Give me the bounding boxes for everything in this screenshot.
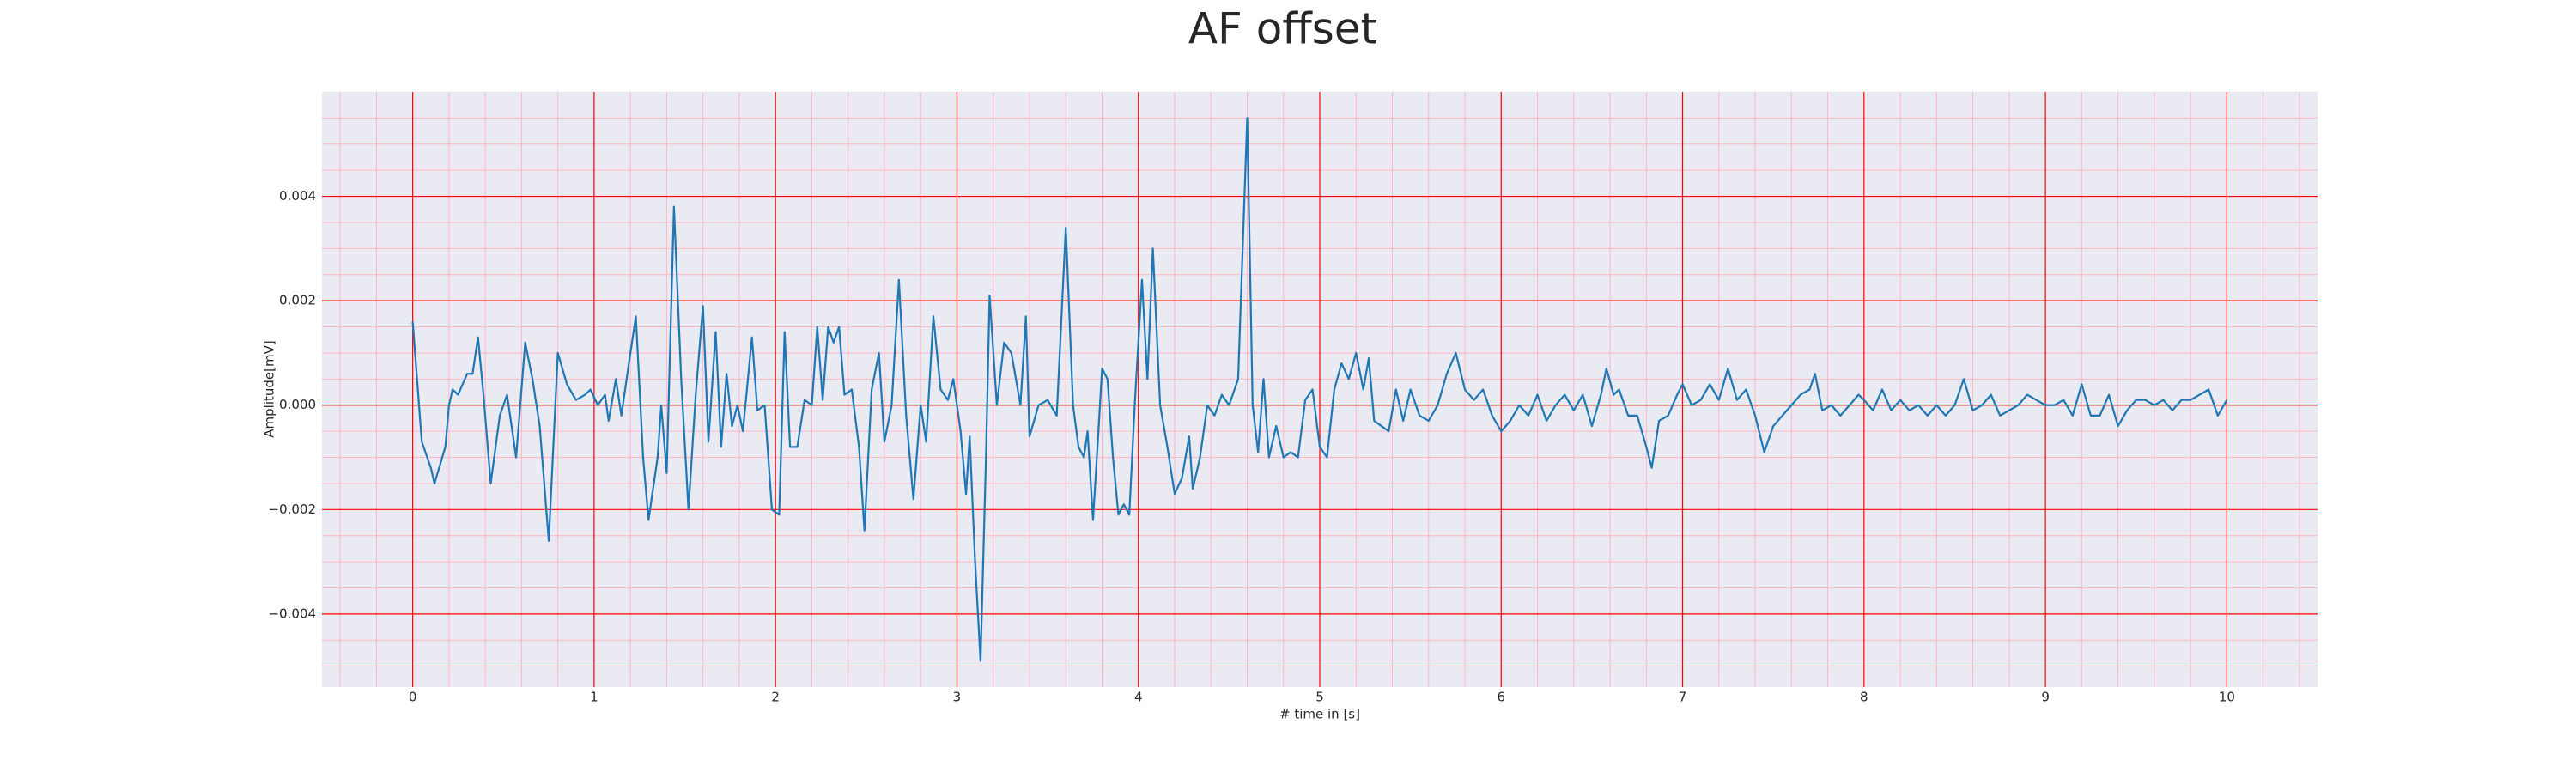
x-tick-label: 3	[953, 690, 962, 705]
x-tick-label: 7	[1679, 690, 1687, 705]
y-tick-label: −0.004	[268, 606, 316, 621]
x-tick-label: 5	[1315, 690, 1324, 705]
x-tick-label: 4	[1134, 690, 1143, 705]
x-tick-label: 1	[590, 690, 598, 705]
x-tick-label: 2	[771, 690, 780, 705]
chart-title: AF offset	[1188, 4, 1377, 54]
x-tick-label: 9	[2041, 690, 2050, 705]
x-tick-label: 10	[2219, 690, 2235, 705]
x-axis-label: # time in [s]	[1279, 707, 1360, 722]
y-tick-label: 0.000	[279, 397, 316, 412]
y-axis-label: Amplitude[mV]	[262, 340, 277, 437]
y-tick-label: 0.004	[279, 188, 316, 204]
y-tick-label: −0.002	[268, 502, 316, 517]
signal-line	[411, 117, 2228, 662]
y-tick-label: 0.002	[279, 293, 316, 308]
x-tick-label: 6	[1497, 690, 1505, 705]
x-tick-label: 8	[1860, 690, 1868, 705]
x-tick-label: 0	[409, 690, 417, 705]
